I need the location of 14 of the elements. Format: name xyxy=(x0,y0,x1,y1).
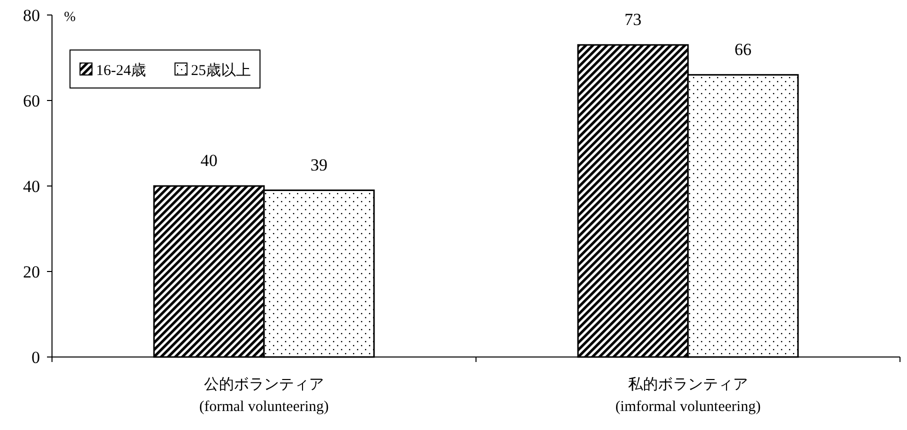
x-tick-label: 私的ボランティア (imformal volunteering) xyxy=(615,376,761,415)
data-label: 73 xyxy=(624,10,642,29)
y-tick-label: 0 xyxy=(32,348,40,367)
y-tick-label: 40 xyxy=(23,177,40,196)
y-tick-label: 20 xyxy=(23,262,40,282)
data-label: 40 xyxy=(200,151,218,170)
x-tick-label: 公的ボランティア (formal volunteering) xyxy=(199,376,329,415)
data-label: 66 xyxy=(734,40,752,59)
legend-label: 16-24歳 xyxy=(96,62,146,79)
y-axis-title: % xyxy=(64,10,76,25)
y-tick-label: 80 xyxy=(23,6,40,25)
legend-label: 25歳以上 xyxy=(191,62,251,79)
data-label: 39 xyxy=(310,155,328,174)
y-tick-label: 60 xyxy=(23,92,40,110)
